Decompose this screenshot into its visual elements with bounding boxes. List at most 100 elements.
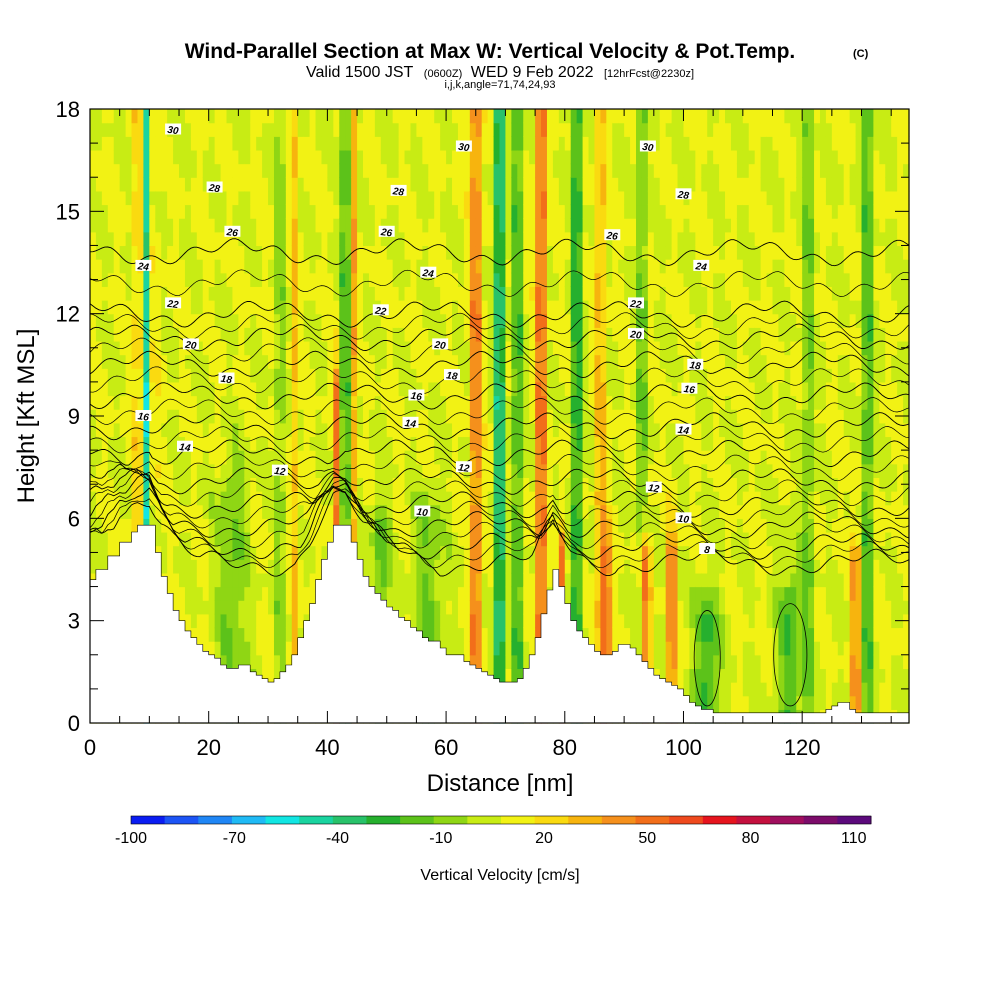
heatmap-cell <box>511 627 518 642</box>
heatmap-cell <box>113 477 121 492</box>
heatmap-cell <box>220 572 228 588</box>
heatmap-cell <box>440 109 447 124</box>
heatmap-cell <box>707 395 714 410</box>
heatmap-cell <box>309 163 317 178</box>
heatmap-cell <box>256 204 263 219</box>
heatmap-cell <box>730 463 738 478</box>
heatmap-cell <box>677 627 685 642</box>
heatmap-cell <box>653 286 661 301</box>
heatmap-cell <box>173 313 180 328</box>
heatmap-cell <box>505 177 512 192</box>
heatmap-cell <box>327 272 334 287</box>
heatmap-cell <box>701 450 708 465</box>
heatmap-cell <box>641 545 649 560</box>
heatmap-cell <box>345 272 352 287</box>
heatmap-cell <box>173 231 180 247</box>
heatmap-cell <box>386 177 394 192</box>
heatmap-cell <box>582 436 590 451</box>
heatmap-cell <box>641 518 649 533</box>
heatmap-cell <box>570 395 578 410</box>
heatmap-cell <box>226 177 234 192</box>
heatmap-cell <box>576 163 584 178</box>
heatmap-cell <box>398 136 406 151</box>
heatmap-cell <box>452 340 459 356</box>
heatmap-cell <box>339 313 346 328</box>
heatmap-cell <box>683 163 691 178</box>
heatmap-cell <box>291 395 299 410</box>
heatmap-cell <box>695 395 702 410</box>
heatmap-cell <box>725 600 732 615</box>
heatmap-cell <box>659 204 667 219</box>
heatmap-cell <box>380 177 388 192</box>
heatmap-cell <box>689 313 696 328</box>
heatmap-cell <box>368 231 376 247</box>
heatmap-cell <box>315 245 323 260</box>
heatmap-cell <box>552 218 560 233</box>
heatmap-cell <box>309 545 317 560</box>
heatmap-cell <box>226 641 234 656</box>
heatmap-cell <box>463 545 471 560</box>
heatmap-cell <box>262 354 269 369</box>
heatmap-cell <box>606 422 613 438</box>
heatmap-cell <box>600 149 607 165</box>
heatmap-cell <box>173 436 180 451</box>
heatmap-cell <box>576 613 584 629</box>
heatmap-cell <box>529 204 536 219</box>
heatmap-cell <box>463 613 471 629</box>
heatmap-cell <box>576 218 584 233</box>
heatmap-cell <box>558 136 566 151</box>
heatmap-cell <box>600 272 607 287</box>
heatmap-cell <box>232 177 239 192</box>
heatmap-cell <box>113 177 121 192</box>
heatmap-cell <box>535 122 542 137</box>
heatmap-cell <box>184 109 192 124</box>
heatmap-cell <box>475 122 483 137</box>
heatmap-cell <box>232 518 239 533</box>
heatmap-cell <box>552 518 560 533</box>
heatmap-cell <box>90 327 97 342</box>
heatmap-cell <box>374 531 382 547</box>
heatmap-cell <box>505 109 512 124</box>
heatmap-cell <box>368 136 376 151</box>
heatmap-cell <box>220 422 228 438</box>
heatmap-cell <box>303 177 311 192</box>
heatmap-cell <box>612 313 619 328</box>
heatmap-cell <box>707 204 714 219</box>
heatmap-cell <box>131 245 139 260</box>
heatmap-cell <box>208 627 216 642</box>
heatmap-cell <box>345 422 352 438</box>
heatmap-cell <box>321 122 328 137</box>
heatmap-cell <box>683 286 691 301</box>
heatmap-cell <box>220 149 228 165</box>
heatmap-cell <box>570 204 578 219</box>
heatmap-cell <box>529 395 536 410</box>
heatmap-cell <box>600 300 607 315</box>
heatmap-cell <box>208 163 216 178</box>
heatmap-cell <box>535 559 542 574</box>
heatmap-cell <box>184 545 192 560</box>
heatmap-cell <box>636 313 643 328</box>
heatmap-cell <box>428 354 435 369</box>
heatmap-cell <box>529 109 536 124</box>
heatmap-cell <box>101 313 109 328</box>
heatmap-cell <box>446 395 453 410</box>
heatmap-cell <box>351 204 358 219</box>
heatmap-cell <box>410 422 418 438</box>
heatmap-cell <box>618 354 625 369</box>
heatmap-cell <box>529 218 536 233</box>
heatmap-cell <box>297 559 305 574</box>
heatmap-cell <box>683 436 691 451</box>
heatmap-cell <box>701 231 708 247</box>
heatmap-cell <box>398 272 406 287</box>
heatmap-cell <box>244 177 251 192</box>
heatmap-cell <box>238 600 245 615</box>
heatmap-cell <box>309 149 317 165</box>
heatmap-cell <box>730 231 738 247</box>
heatmap-cell <box>612 300 619 315</box>
heatmap-cell <box>101 395 109 410</box>
heatmap-cell <box>434 395 441 410</box>
heatmap-cell <box>422 313 429 328</box>
heatmap-cell <box>558 190 566 206</box>
heatmap-cell <box>226 218 234 233</box>
